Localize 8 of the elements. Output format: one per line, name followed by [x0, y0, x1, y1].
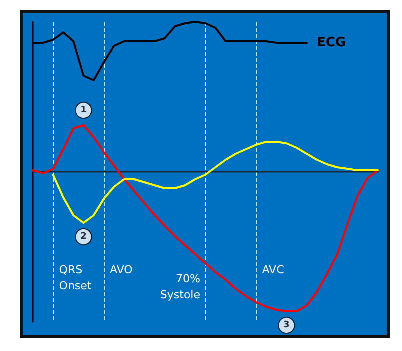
annotation: 3: [284, 320, 290, 330]
annotation: 70% Systole: [160, 272, 201, 302]
annotation: 2: [80, 232, 87, 242]
annotation: AVO: [110, 264, 134, 276]
annotation: QRS Onset: [59, 264, 92, 292]
annotation: AVC: [262, 264, 285, 276]
series-label: ECG: [316, 36, 346, 50]
annotation: 1: [80, 106, 87, 116]
